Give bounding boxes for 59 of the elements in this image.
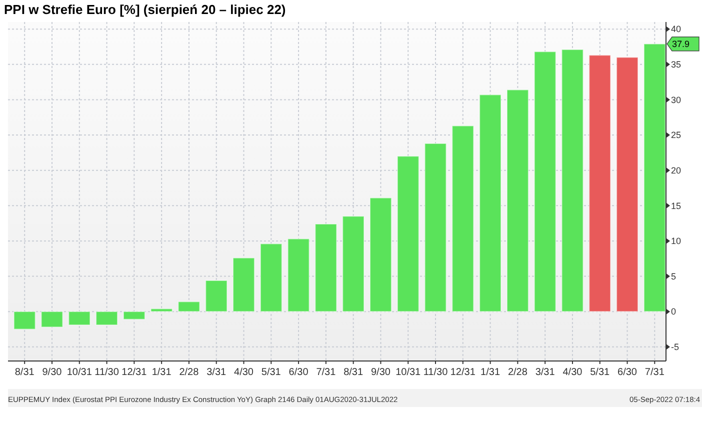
bar — [534, 51, 556, 312]
bar — [424, 142, 447, 312]
bar — [396, 156, 420, 312]
y-tick-label: 20 — [671, 165, 682, 176]
x-tick-label: 10/31 — [66, 367, 92, 378]
bar — [616, 56, 638, 312]
x-tick-label: 6/30 — [618, 367, 638, 378]
x-tick-label: 10/31 — [396, 367, 422, 378]
bar — [506, 89, 529, 312]
bar — [260, 243, 282, 312]
bar — [370, 197, 392, 312]
bar — [68, 311, 91, 326]
text: 37.9 — [672, 39, 690, 50]
x-tick-label: 4/30 — [562, 367, 583, 378]
x-tick-label: 7/31 — [644, 367, 665, 378]
x-tick-label: 9/30 — [42, 367, 62, 378]
chart-title: PPI w Strefie Euro [%] (sierpień 20 – lipiec 22) — [4, 2, 286, 17]
y-tick-label: 10 — [671, 236, 682, 246]
x-tick-label: 8/31 — [14, 367, 35, 378]
bar — [40, 311, 64, 328]
x-tick-label: 2/28 — [508, 367, 528, 378]
bar — [342, 216, 365, 312]
x-tick-label: 8/31 — [344, 367, 364, 378]
y-tick-label: 30 — [671, 94, 682, 105]
y-tick-label: 25 — [671, 130, 682, 140]
bar — [205, 280, 228, 312]
y-tick-label: 40 — [671, 24, 682, 34]
x-tick-label: 5/31 — [590, 367, 610, 378]
bar — [122, 311, 146, 320]
bar — [561, 49, 584, 312]
bar — [287, 238, 310, 312]
y-tick-label: 0 — [671, 306, 676, 317]
y-tick-label: 15 — [671, 200, 682, 211]
y-tick-label: 5 — [671, 271, 676, 282]
bar — [588, 54, 612, 312]
x-tick-label: 1/31 — [152, 367, 172, 378]
bar — [479, 94, 502, 312]
x-tick-label: 1/31 — [480, 367, 500, 378]
x-tick-label: 11/30 — [94, 367, 120, 378]
x-tick-label: 3/31 — [206, 367, 227, 378]
bar — [13, 311, 36, 330]
x-tick-label: 3/31 — [535, 367, 556, 378]
bar — [178, 301, 200, 312]
bar — [452, 125, 474, 312]
x-tick-label: 12/31 — [122, 367, 148, 378]
x-tick-label: 12/31 — [450, 367, 476, 378]
x-tick-label: 9/30 — [370, 367, 391, 378]
bar — [314, 223, 338, 312]
bar — [96, 311, 118, 326]
bar — [150, 308, 173, 312]
y-tick-label: -5 — [671, 342, 680, 352]
x-tick-label: 7/31 — [316, 367, 336, 378]
y-tick-label: 35 — [671, 60, 682, 70]
x-tick-label: 6/30 — [288, 367, 309, 378]
x-tick-label: 5/31 — [261, 367, 282, 378]
x-tick-label: 11/30 — [423, 367, 448, 378]
x-tick-label: 2/28 — [179, 367, 200, 378]
x-tick-label: 4/30 — [234, 367, 254, 378]
bar — [232, 257, 255, 312]
